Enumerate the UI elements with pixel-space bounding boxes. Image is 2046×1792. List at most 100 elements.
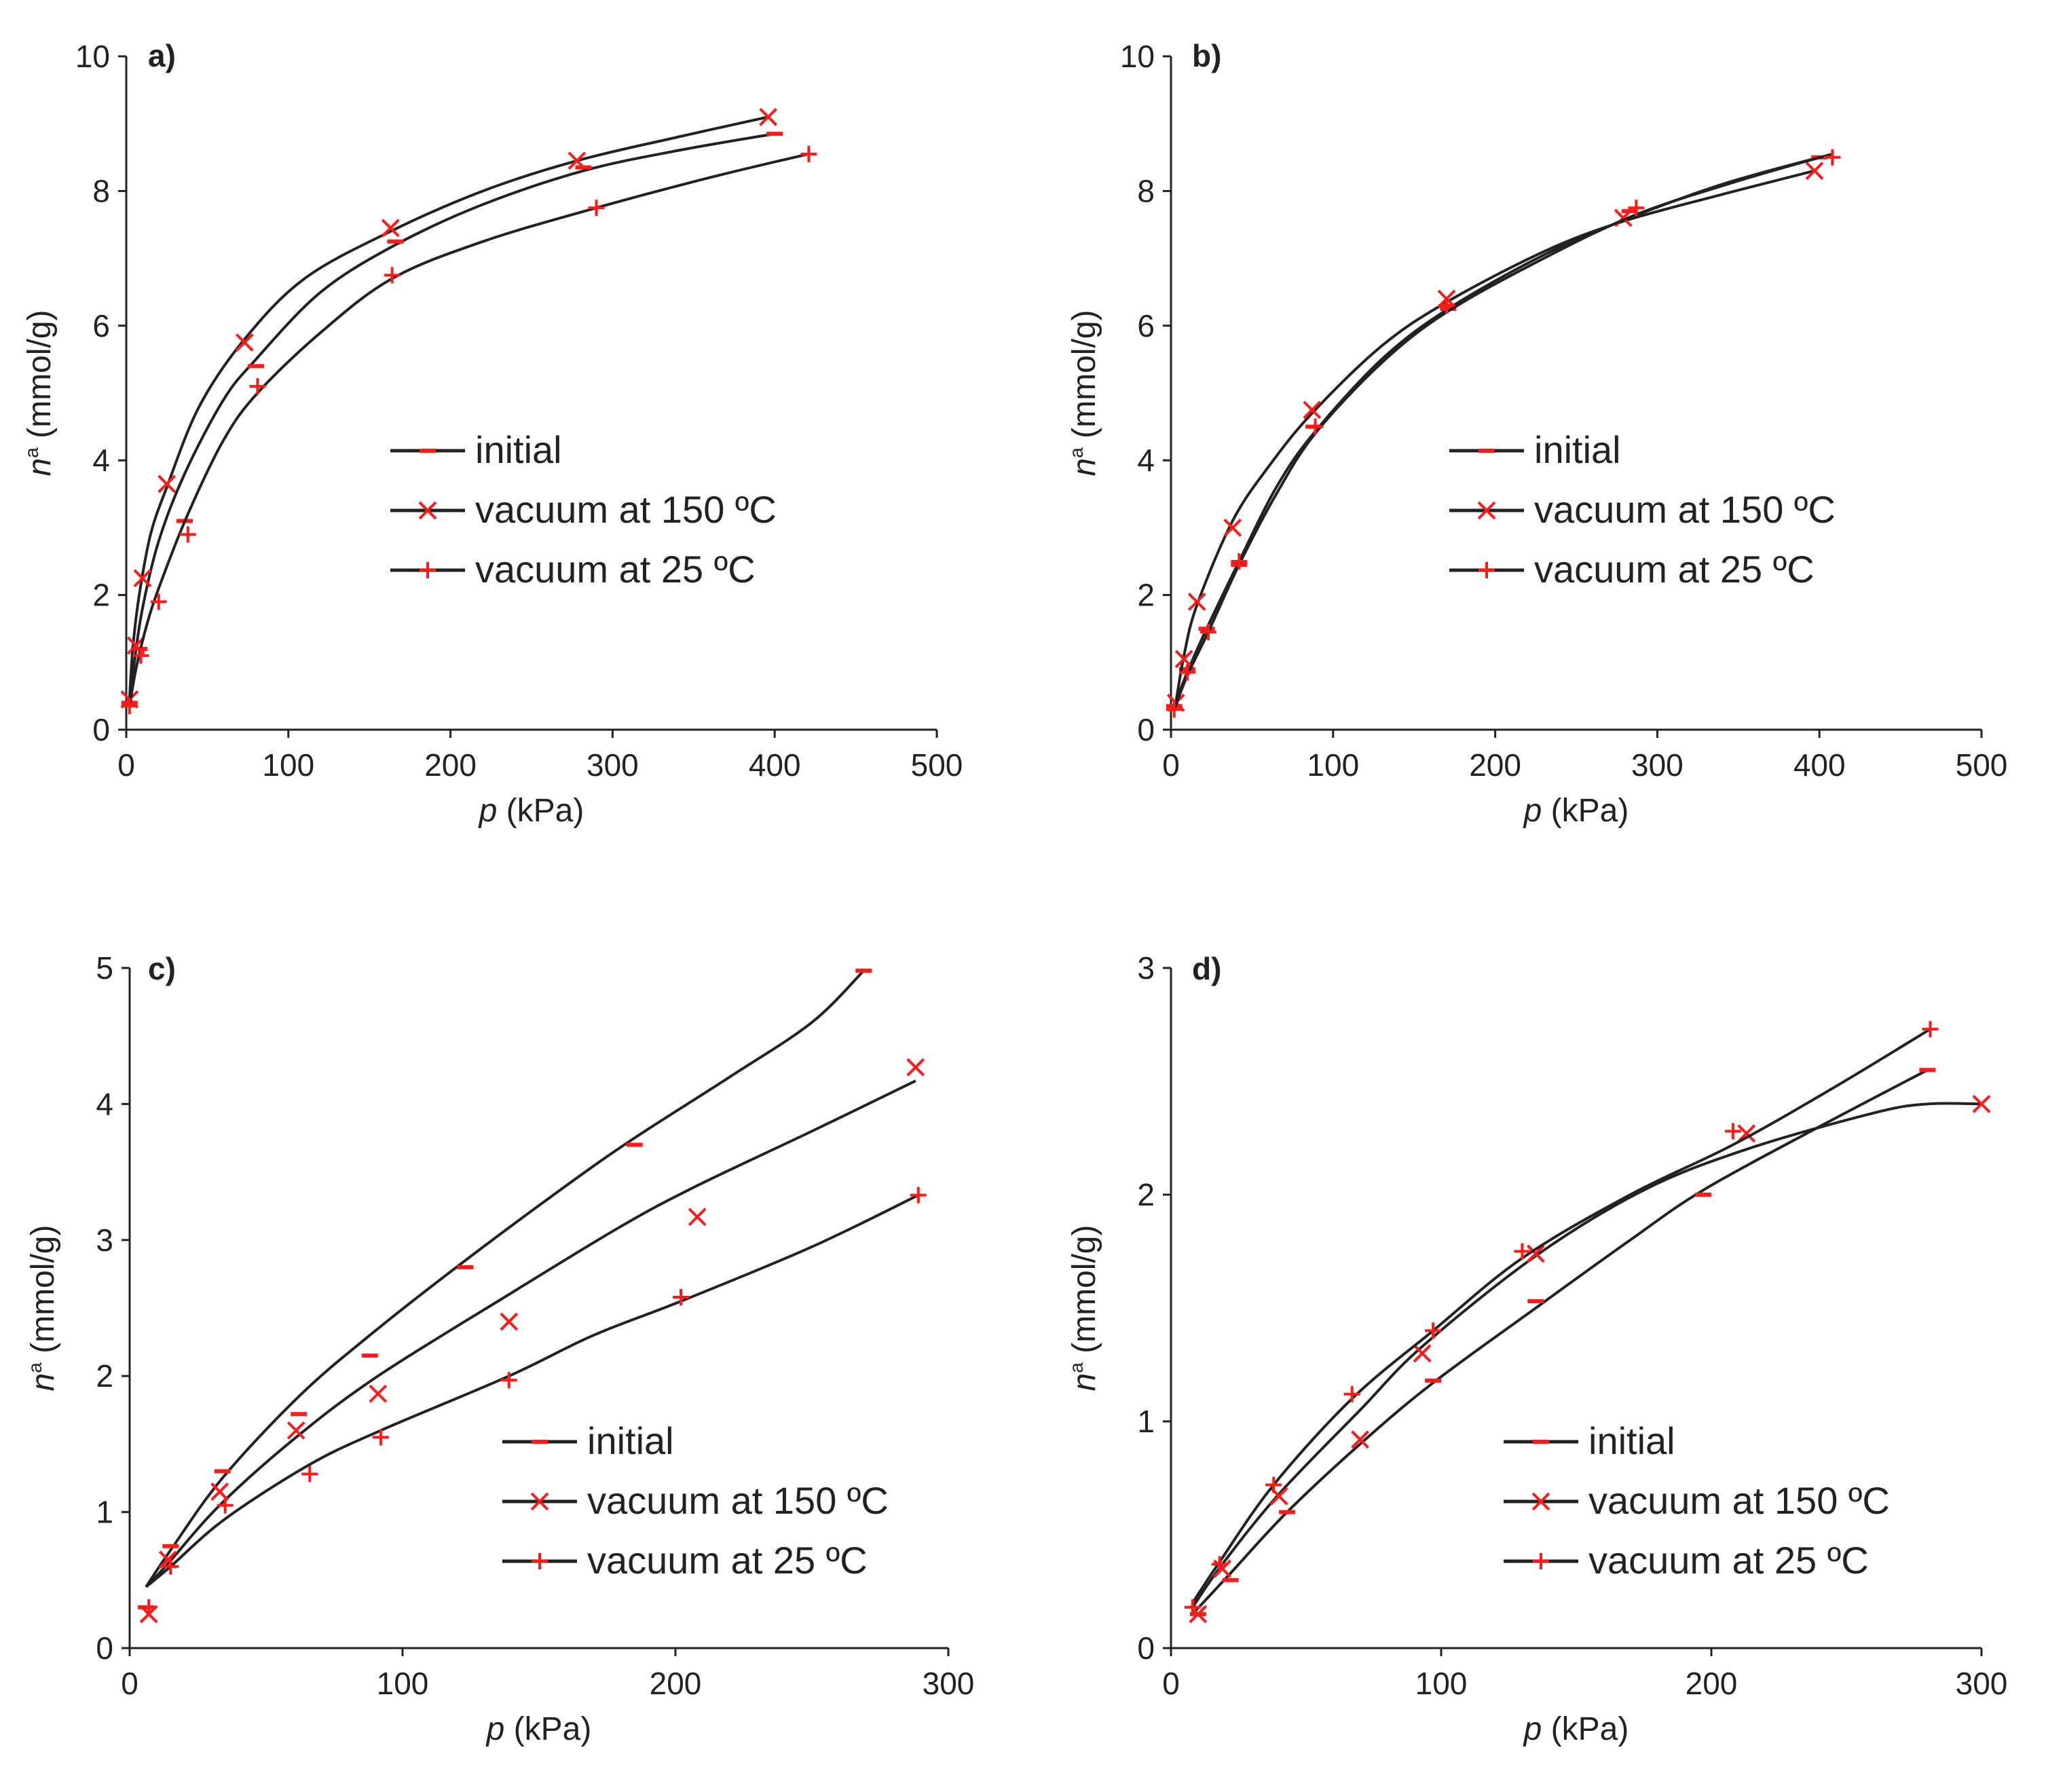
legend-item-initial: initial	[1449, 428, 1621, 471]
y-tick-label: 6	[1137, 308, 1155, 343]
data-point-vacuum-150	[500, 1312, 519, 1331]
data-point-vacuum-25	[1211, 1556, 1228, 1573]
legend-item-initial: initial	[502, 1419, 674, 1462]
panel-d: d) 0 100 200 300 0 1 2 3 p (kPa) na (mmo…	[1066, 950, 2007, 1747]
y-tick-label: 2	[1137, 578, 1155, 613]
data-point-vacuum-25	[1824, 149, 1841, 166]
fit-curve-vacuum-25	[1191, 1028, 1931, 1604]
y-tick-label: 10	[75, 39, 110, 74]
data-point-vacuum-25	[1724, 1123, 1741, 1140]
data-point-vacuum-25	[1438, 297, 1455, 314]
data-point-vacuum-150	[157, 474, 176, 493]
x-tick-label: 200	[424, 747, 477, 783]
y-tick-label: 1	[1137, 1404, 1155, 1439]
y-tick-label: 4	[1137, 443, 1155, 478]
fit-curve-vacuum-150	[1191, 1102, 1982, 1609]
panel-c-label: c)	[148, 951, 176, 986]
y-tick-label: 2	[1137, 1177, 1155, 1212]
fit-curve-vacuum-150	[1174, 169, 1815, 703]
data-point-vacuum-25	[800, 145, 817, 162]
data-point-vacuum-25	[1514, 1243, 1531, 1260]
x-tick-label: 500	[911, 747, 963, 783]
y-tick-label: 0	[1137, 712, 1155, 747]
legend-swatch-vacuum-25	[502, 1553, 577, 1569]
data-point-vacuum-150	[1223, 518, 1242, 537]
legend-item-initial: initial	[390, 428, 562, 471]
legend-item-initial: initial	[1504, 1419, 1675, 1462]
data-point-vacuum-25	[1231, 553, 1248, 570]
y-tick-label: 0	[1137, 1630, 1155, 1666]
data-point-vacuum-150	[235, 333, 254, 352]
data-point-vacuum-150	[133, 569, 152, 588]
legend-label-initial: initial	[1534, 428, 1621, 471]
data-point-vacuum-150	[568, 151, 587, 170]
legend-label-initial: initial	[587, 1419, 674, 1462]
legend-label-initial: initial	[1588, 1419, 1675, 1462]
panel-b-x-tick-labels: 0 100 200 300 400 500	[1162, 747, 2007, 783]
data-point-vacuum-25	[150, 593, 167, 610]
data-point-vacuum-150	[1174, 650, 1193, 669]
fit-curve-initial	[145, 969, 865, 1588]
legend-label-vacuum-150: vacuum at 150 ºC	[1534, 488, 1836, 531]
y-tick-label: 2	[96, 1358, 113, 1394]
panel-c-plot	[122, 967, 950, 1656]
legend-marker	[532, 1553, 548, 1569]
legend-label-vacuum-25: vacuum at 25 ºC	[475, 548, 756, 591]
fit-curve-initial	[1172, 155, 1820, 707]
panel-c-y-tick-labels: 0 1 2 3 4 5	[96, 950, 113, 1666]
panel-b-y-tick-labels: 0 2 4 6 8 10	[1120, 39, 1155, 747]
x-tick-label: 0	[1162, 1666, 1180, 1701]
legend-swatch-vacuum-25	[1504, 1553, 1578, 1569]
legend-label-vacuum-25: vacuum at 25 ºC	[1534, 548, 1815, 591]
data-point-vacuum-25	[1307, 418, 1324, 435]
data-point-vacuum-25	[1178, 664, 1195, 681]
data-point-vacuum-25	[1199, 624, 1216, 641]
panel-b-y-axis-title: na (mmol/g)	[1066, 310, 1102, 477]
legend-item-vacuum-150: vacuum at 150 ºC	[1504, 1479, 1890, 1522]
fit-curve-vacuum-25	[1172, 152, 1833, 710]
y-tick-label: 3	[1137, 950, 1155, 986]
x-tick-label: 300	[923, 1666, 975, 1701]
legend-item-vacuum-25: vacuum at 25 ºC	[390, 548, 756, 591]
legend-item-vacuum-25: vacuum at 25 ºC	[1504, 1539, 1869, 1582]
legend-swatch-vacuum-25	[390, 562, 465, 578]
panel-b-legend: initial vacuum at 150 ºC vacuum at 25 ºC	[1449, 428, 1836, 591]
panel-b-x-axis-title: p (kPa)	[1523, 793, 1629, 829]
x-tick-label: 0	[121, 1666, 138, 1701]
x-tick-label: 300	[587, 747, 639, 783]
data-point-vacuum-150	[688, 1208, 707, 1227]
x-tick-label: 0	[117, 747, 135, 783]
legend-item-vacuum-150: vacuum at 150 ºC	[502, 1479, 889, 1522]
data-point-vacuum-25	[910, 1187, 927, 1203]
legend-item-vacuum-25: vacuum at 25 ºC	[502, 1539, 868, 1582]
fit-curve-initial	[1191, 1068, 1929, 1616]
legend-label-initial: initial	[475, 428, 562, 471]
data-point-vacuum-150	[1737, 1124, 1756, 1143]
panel-d-x-axis-title: p (kPa)	[1523, 1711, 1629, 1747]
legend-marker	[530, 1492, 549, 1511]
panel-a: a) 0 100 200 300 400 500 0 2 4 6 8 10 p …	[21, 38, 963, 829]
data-point-vacuum-150	[759, 107, 778, 126]
x-tick-label: 200	[650, 1666, 702, 1701]
legend-swatch-vacuum-150	[390, 501, 465, 520]
legend-marker	[1533, 1553, 1549, 1569]
data-point-vacuum-25	[1265, 1476, 1282, 1493]
panel-a-label: a)	[148, 38, 176, 73]
y-tick-label: 6	[92, 308, 110, 343]
panel-d-y-axis-title: na (mmol/g)	[1066, 1225, 1102, 1392]
data-point-vacuum-25	[1425, 1322, 1442, 1339]
legend-item-vacuum-25: vacuum at 25 ºC	[1449, 548, 1815, 591]
x-tick-label: 100	[1415, 1666, 1468, 1701]
y-tick-label: 0	[96, 1630, 113, 1666]
legend-marker	[1477, 501, 1496, 520]
legend-item-vacuum-150: vacuum at 150 ºC	[390, 488, 777, 531]
legend-marker	[418, 501, 437, 520]
legend-label-vacuum-150: vacuum at 150 ºC	[587, 1479, 889, 1522]
legend-marker	[420, 562, 436, 578]
data-point-vacuum-150	[1303, 400, 1322, 419]
data-point-vacuum-25	[372, 1429, 389, 1446]
data-point-vacuum-150	[1526, 1244, 1545, 1263]
panel-c-y-axis-title: na (mmol/g)	[24, 1225, 61, 1392]
data-point-vacuum-25	[179, 526, 196, 543]
y-tick-label: 8	[92, 173, 110, 208]
